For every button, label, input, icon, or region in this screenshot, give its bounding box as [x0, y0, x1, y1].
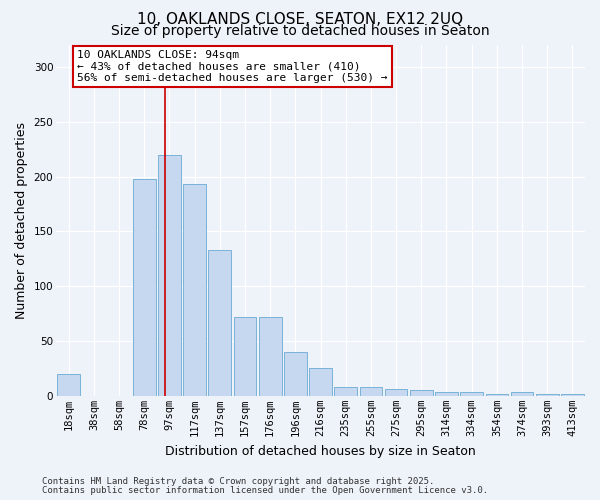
Bar	[208, 250, 231, 396]
Bar	[410, 390, 433, 396]
Bar	[233, 317, 256, 396]
X-axis label: Distribution of detached houses by size in Seaton: Distribution of detached houses by size …	[165, 444, 476, 458]
Text: Contains HM Land Registry data © Crown copyright and database right 2025.: Contains HM Land Registry data © Crown c…	[42, 477, 434, 486]
Bar	[561, 394, 584, 396]
Bar	[259, 317, 281, 396]
Bar	[536, 394, 559, 396]
Text: Size of property relative to detached houses in Seaton: Size of property relative to detached ho…	[110, 24, 490, 38]
Text: Contains public sector information licensed under the Open Government Licence v3: Contains public sector information licen…	[42, 486, 488, 495]
Bar	[460, 392, 483, 396]
Bar	[133, 179, 155, 396]
Text: 10 OAKLANDS CLOSE: 94sqm
← 43% of detached houses are smaller (410)
56% of semi-: 10 OAKLANDS CLOSE: 94sqm ← 43% of detach…	[77, 50, 388, 84]
Bar	[58, 374, 80, 396]
Bar	[284, 352, 307, 396]
Bar	[435, 392, 458, 396]
Bar	[385, 390, 407, 396]
Bar	[511, 392, 533, 396]
Bar	[183, 184, 206, 396]
Bar	[359, 387, 382, 396]
Bar	[334, 387, 357, 396]
Bar	[309, 368, 332, 396]
Bar	[485, 394, 508, 396]
Bar	[158, 154, 181, 396]
Text: 10, OAKLANDS CLOSE, SEATON, EX12 2UQ: 10, OAKLANDS CLOSE, SEATON, EX12 2UQ	[137, 12, 463, 28]
Y-axis label: Number of detached properties: Number of detached properties	[15, 122, 28, 319]
